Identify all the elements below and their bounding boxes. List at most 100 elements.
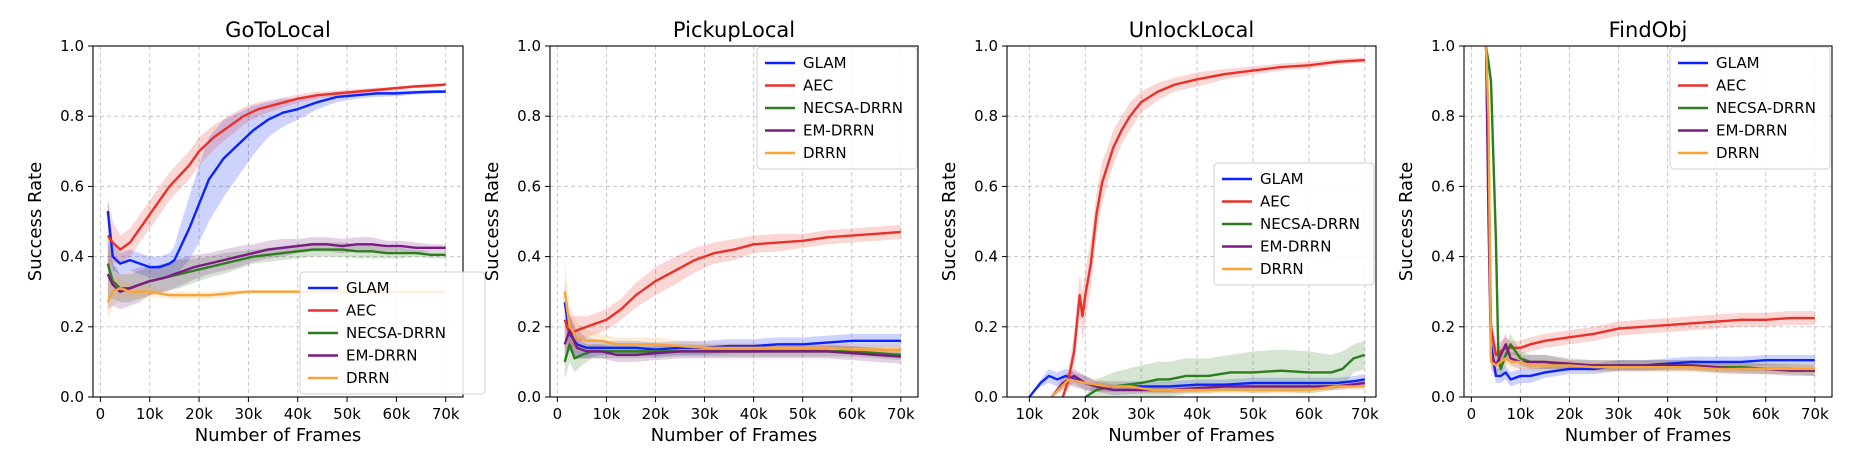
series-line-1 <box>106 83 446 251</box>
x-axis-label: Number of Frames <box>651 425 818 446</box>
x-tick-label: 30k <box>235 405 263 423</box>
x-tick-label: 50k <box>333 405 361 423</box>
series-band-0 <box>564 281 901 359</box>
legend-label: EM-DRRN <box>1260 238 1331 256</box>
x-tick-label: 60k <box>838 405 866 423</box>
x-tick-label: 70k <box>1351 405 1379 423</box>
y-tick-label: 0.8 <box>60 107 84 125</box>
series-band-4 <box>107 277 446 320</box>
y-tick-label: 0.6 <box>974 177 998 195</box>
x-tick-label: 50k <box>1239 405 1267 423</box>
series-line-4 <box>1484 46 1815 371</box>
x-tick-label: 30k <box>1127 405 1155 423</box>
y-tick-label: 0.8 <box>974 107 998 125</box>
x-axis-label: Number of Frames <box>195 425 362 446</box>
series-band-1 <box>107 82 446 271</box>
y-tick-label: 0.2 <box>60 318 84 336</box>
legend-label: DRRN <box>1716 144 1760 162</box>
x-tick-label: 30k <box>691 405 719 423</box>
legend-label: NECSA-DRRN <box>803 99 903 117</box>
series-line-1 <box>1061 58 1365 397</box>
legend-label: AEC <box>346 302 376 320</box>
legend-label: EM-DRRN <box>803 122 874 140</box>
legend-label: NECSA-DRRN <box>346 324 446 342</box>
x-tick-label: 60k <box>383 405 411 423</box>
legend-label: EM-DRRN <box>346 347 417 365</box>
series-line-3 <box>563 329 901 358</box>
y-tick-label: 1.0 <box>517 37 541 55</box>
x-tick-label: 20k <box>1071 405 1099 423</box>
plot-area <box>563 225 901 380</box>
legend-label: DRRN <box>1260 260 1304 278</box>
series-line-3 <box>106 243 446 293</box>
y-tick-label: 0.2 <box>1431 318 1455 336</box>
series-band-2 <box>564 326 901 380</box>
chart-title: GoToLocal <box>225 18 331 42</box>
chart-panel-findobj: 0 10k 20k 30k 40k 50k 60k 70k 0.0 0.2 0.4 0.6 0.8 1.0… <box>1396 18 1833 446</box>
x-tick-label: 50k <box>1703 405 1731 423</box>
series-line-0 <box>1028 374 1366 397</box>
legend: GLAM AEC NECSA-DRRN EM-DRRN DRRN <box>1213 162 1375 286</box>
y-tick-label: 0.6 <box>60 177 84 195</box>
x-tick-label: 40k <box>1654 405 1682 423</box>
x-tick-label: 20k <box>642 405 670 423</box>
legend-label: DRRN <box>803 144 847 162</box>
y-tick-label: 1.0 <box>60 37 84 55</box>
x-tick-label: 10k <box>1015 405 1043 423</box>
y-axis-label: Success Rate <box>939 162 960 281</box>
y-tick-label: 0.4 <box>60 248 84 266</box>
plot-area <box>106 82 446 320</box>
x-tick-label: 0 <box>96 405 106 423</box>
plot-area <box>1484 46 1815 387</box>
x-tick-label: 50k <box>789 405 817 423</box>
chart-panel-pickuplocal: 0 10k 20k 30k 40k 50k 60k 70k 0.0 0.2 0.4 0.6 0.8 1.0… <box>482 18 919 446</box>
y-tick-label: 0.0 <box>974 388 998 406</box>
axes-frame <box>549 45 919 398</box>
x-tick-label: 20k <box>1556 405 1584 423</box>
x-tick-label: 10k <box>136 405 164 423</box>
legend-box <box>1669 46 1831 170</box>
y-tick-label: 0.4 <box>974 248 998 266</box>
legend-label: GLAM <box>1260 170 1304 188</box>
y-tick-label: 0.8 <box>1431 107 1455 125</box>
legend-label: GLAM <box>346 279 390 297</box>
series-band-0 <box>107 89 446 278</box>
x-tick-label: 60k <box>1295 405 1323 423</box>
legend-box <box>1213 162 1375 286</box>
y-axis-label: Success Rate <box>1396 162 1417 281</box>
legend: GLAM AEC NECSA-DRRN EM-DRRN DRRN <box>756 46 918 170</box>
x-tick-label: 40k <box>740 405 768 423</box>
y-tick-label: 0.2 <box>517 318 541 336</box>
legend-label: GLAM <box>803 54 847 72</box>
legend-label: NECSA-DRRN <box>1260 215 1360 233</box>
axes-frame <box>1006 45 1377 398</box>
series-line-2 <box>1084 353 1366 397</box>
x-tick-label: 40k <box>1183 405 1211 423</box>
series-line-0 <box>1484 46 1815 381</box>
series-band-4 <box>564 260 901 355</box>
y-tick-label: 0.0 <box>60 388 84 406</box>
legend-label: AEC <box>1260 193 1290 211</box>
legend-label: EM-DRRN <box>1716 122 1787 140</box>
chart-title: PickupLocal <box>673 18 795 42</box>
chart-panel-unlocklocal: 10k 20k 30k 40k 50k 60k 70k 0.0 0.2 0.4 0.6 0.8 1.0 U… <box>939 18 1379 446</box>
x-tick-label: 70k <box>432 405 460 423</box>
series-line-1 <box>563 230 901 336</box>
y-tick-label: 0.4 <box>517 248 541 266</box>
series-line-0 <box>106 90 446 269</box>
y-tick-label: 0.6 <box>1431 177 1455 195</box>
x-tick-label: 60k <box>1752 405 1780 423</box>
legend-label: AEC <box>1716 77 1746 95</box>
x-tick-label: 0 <box>1467 405 1477 423</box>
chart-title: UnlockLocal <box>1129 18 1255 42</box>
y-tick-label: 0.2 <box>974 318 998 336</box>
legend: GLAM AEC NECSA-DRRN EM-DRRN DRRN <box>1669 46 1831 170</box>
series-band-2 <box>107 228 446 303</box>
x-axis-label: Number of Frames <box>1108 425 1275 446</box>
y-tick-label: 0.6 <box>517 177 541 195</box>
x-tick-label: 70k <box>887 405 915 423</box>
x-tick-label: 10k <box>593 405 621 423</box>
y-tick-label: 0.4 <box>1431 248 1455 266</box>
y-tick-label: 0.8 <box>517 107 541 125</box>
y-axis-label: Success Rate <box>482 162 503 281</box>
